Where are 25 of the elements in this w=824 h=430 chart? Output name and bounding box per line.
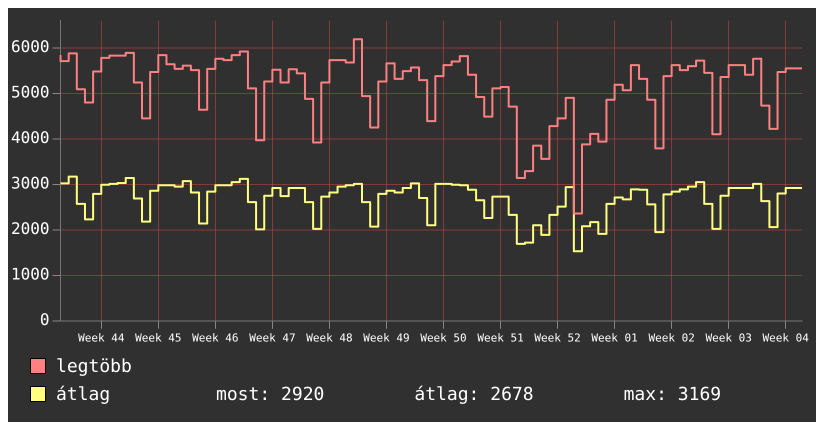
y-tick-label: 2000 [11,218,50,238]
y-tick-label: 0 [40,310,50,329]
x-tick-label: Week 02 [648,331,695,344]
y-tick-label: 4000 [11,128,50,148]
text: átlag: 2678 [414,384,534,405]
y-tick-label: 3000 [11,174,50,192]
legend-label: átlag [56,384,112,404]
y-tick-label: 6000 [11,37,50,56]
y-tick-label: 5000 [11,82,50,102]
x-tick-label: Week 01 [591,331,638,344]
legend-label: legtöbb [56,356,133,376]
x-tick-label: Week 45 [135,331,182,344]
x-tick-label: Week 50 [420,331,467,344]
x-tick-label: Week 52 [534,331,581,344]
x-tick-label: Week 47 [249,331,296,344]
text: most: 2920 [216,384,324,405]
y-tick-label: 1000 [11,264,50,284]
x-tick-label: Week 44 [78,331,125,344]
x-tick-label: Week 51 [477,331,524,344]
x-tick-label: Week 48 [306,331,353,344]
x-tick-label: Week 49 [363,331,410,344]
text: max: 3169 [624,384,722,405]
x-tick-label: Week 04 [762,331,810,344]
x-tick-label: Week 46 [192,331,239,344]
x-tick-label: Week 03 [705,331,752,344]
